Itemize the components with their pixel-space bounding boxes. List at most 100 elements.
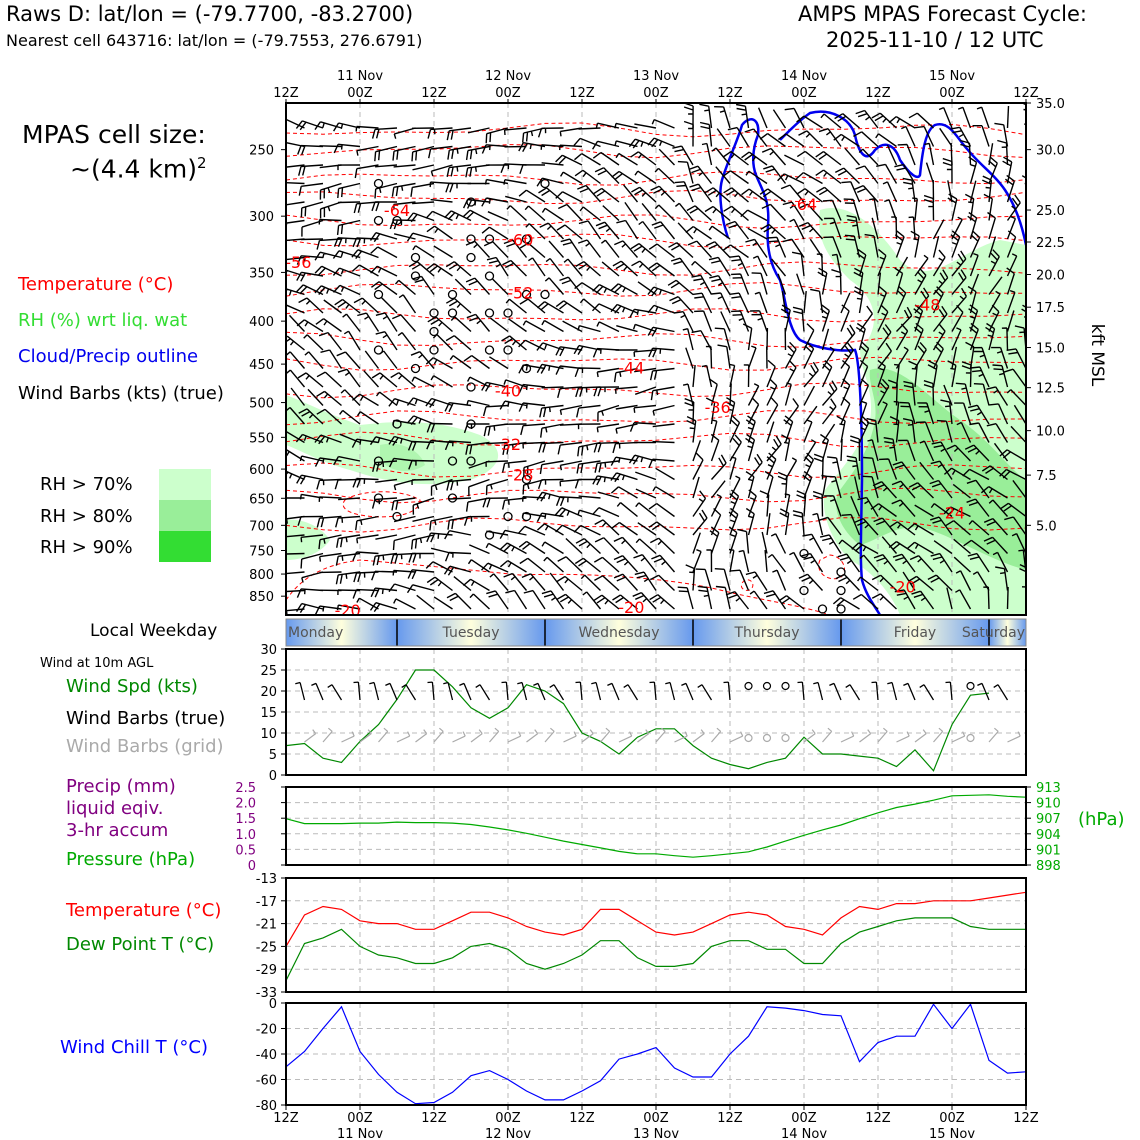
wind-barb: [578, 220, 602, 240]
wind-barb: [1006, 216, 1017, 240]
wind-barb: [501, 460, 527, 473]
wind-tick-label: 20: [260, 685, 277, 700]
wind-barb: [391, 497, 416, 511]
wind-barb: [610, 456, 638, 466]
wind-barb: [942, 157, 953, 184]
wind-barb: [647, 286, 675, 297]
wind-barb: [536, 363, 564, 374]
bottom-date-label: 12 Nov: [485, 1127, 531, 1140]
wind-barb: [685, 226, 712, 240]
wind-barb: [766, 513, 771, 536]
calm-wind-marker: [540, 178, 550, 189]
wind-barb: [447, 145, 472, 160]
wind-barb: [393, 598, 416, 610]
wind-barb: [446, 127, 472, 141]
wind-barb: [466, 399, 490, 407]
wind-barb: [781, 434, 791, 462]
wind-barb: [351, 438, 379, 448]
wind-barb: [466, 376, 490, 388]
wind-barb: [767, 553, 787, 573]
wind-barb: [502, 441, 527, 456]
wind-barb: [933, 727, 944, 743]
legend-rh90-swatch: [159, 531, 211, 562]
wind-barb: [304, 729, 317, 743]
wind-barb: [771, 258, 787, 277]
wind-barb: [709, 526, 720, 554]
wind-barb: [555, 300, 583, 314]
calm-wind-marker: [447, 456, 458, 466]
calm-grid-marker: [966, 733, 975, 743]
wind-barb: [392, 145, 416, 161]
wind-barb: [489, 727, 500, 743]
wind-tick-label: 25: [260, 664, 277, 679]
calm-wind-marker: [373, 289, 384, 300]
wind-speed-line: [285, 669, 990, 772]
wind-barb: [536, 342, 564, 351]
wind-barb: [412, 164, 435, 171]
wind-barb: [1002, 156, 1013, 184]
cycle-title: 2025-11-10 / 12 UTC: [826, 28, 1044, 52]
calm-wind-marker: [503, 345, 513, 355]
wind-barb: [692, 729, 705, 743]
weekday-label-monday: Monday: [288, 625, 343, 641]
wind-barb: [618, 731, 633, 743]
wind-barb: [820, 113, 842, 129]
wind-barb: [840, 396, 851, 425]
wind-barb: [838, 539, 860, 555]
wind-barb: [877, 401, 888, 425]
temperature-contour-label: -64: [384, 201, 410, 220]
wind-barb: [327, 684, 343, 701]
wind-barb: [296, 255, 324, 265]
wind-barb: [1012, 479, 1026, 499]
wind-barb: [777, 133, 805, 148]
wind-barb: [296, 474, 324, 485]
wind-barb: [667, 279, 694, 296]
wind-barb: [307, 388, 324, 406]
wind-barb: [444, 210, 472, 222]
wind-barb: [428, 145, 453, 159]
wind-barb: [903, 682, 916, 701]
wind-barb: [648, 262, 675, 277]
wind-barb: [729, 456, 737, 480]
wind-barb: [992, 551, 1009, 573]
precip-tick-label: 2.0: [235, 797, 256, 812]
wind-barb: [747, 383, 760, 406]
wind-barb: [430, 164, 453, 177]
isotherm: [286, 431, 1026, 448]
wind-barb: [895, 306, 913, 332]
wind-barb: [831, 269, 842, 295]
wind-barb: [286, 351, 306, 369]
wind-barb: [541, 590, 565, 610]
wind-barb: [704, 187, 731, 203]
wind-barb: [351, 264, 379, 277]
wind-barb: [375, 331, 398, 351]
wind-barb: [445, 335, 472, 351]
wind-barb: [686, 205, 712, 222]
wind-barb: [398, 294, 417, 314]
wind-barb: [506, 205, 527, 222]
wind-barb: [913, 304, 924, 332]
wind-barb: [864, 233, 879, 258]
wind-barb: [1006, 348, 1026, 369]
wind-barb: [638, 220, 657, 240]
wind-barb: [888, 541, 916, 555]
wind-barb: [792, 510, 805, 536]
isotherm: [286, 261, 1026, 276]
wind-barb: [286, 239, 287, 240]
wind-barb: [286, 304, 305, 314]
wind-barb: [406, 212, 435, 223]
wind-barb: [692, 452, 704, 480]
wind-barb: [780, 304, 791, 332]
wind-barb: [647, 137, 675, 148]
wind-barb: [370, 246, 398, 259]
isotherm-loop: [818, 554, 845, 580]
wind-barb: [850, 495, 861, 517]
wind-barb: [322, 727, 333, 743]
wind-barb: [356, 534, 379, 544]
wind-barb: [834, 113, 860, 129]
wind-barb: [822, 199, 842, 221]
weekday-segment: [989, 619, 1026, 646]
calm-wind-marker: [466, 252, 476, 263]
bottom-time-tick-label: 00Z: [791, 1111, 817, 1126]
wind-barb: [501, 681, 509, 701]
